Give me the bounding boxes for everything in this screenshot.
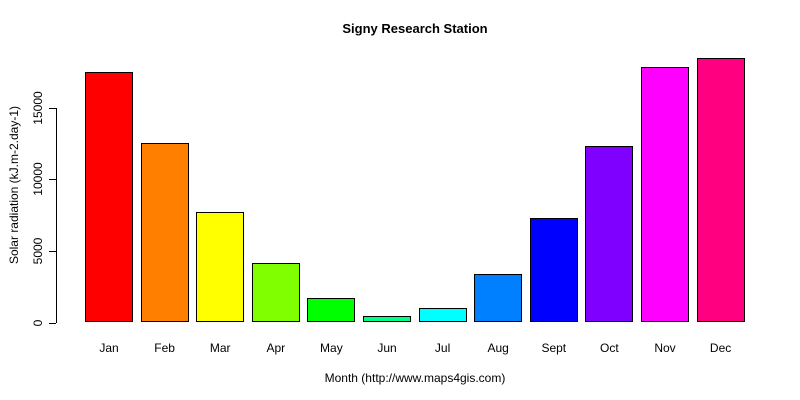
bar-oct — [585, 146, 634, 323]
bar-mar — [196, 212, 245, 323]
bar-aug — [474, 273, 523, 323]
x-axis-tick-label-aug: Aug — [487, 341, 509, 355]
x-axis-tick-label-dec: Dec — [709, 341, 732, 355]
y-axis-tick-mark — [49, 107, 56, 109]
x-axis-tick-label-may: May — [320, 341, 343, 355]
y-axis-tick-mark — [49, 322, 56, 324]
bar-dec — [696, 58, 745, 323]
bar-apr — [251, 263, 300, 323]
bar-may — [307, 298, 356, 323]
bar-jan — [85, 71, 133, 323]
y-axis-tick-label: 10000 — [31, 162, 45, 196]
y-axis-tick-mark — [49, 179, 56, 181]
x-axis-tick-label-sept: Sept — [541, 341, 567, 355]
bar-feb — [140, 143, 189, 323]
y-axis-tick-label: 5000 — [31, 237, 45, 265]
x-axis-tick-label-jul: Jul — [434, 341, 451, 355]
bar-sept — [529, 217, 578, 323]
x-axis-tick-label-apr: Apr — [266, 341, 286, 355]
chart-title: Signy Research Station — [342, 21, 488, 36]
x-axis-tick-label-mar: Mar — [209, 341, 231, 355]
y-axis-line — [56, 107, 57, 323]
bar-nov — [641, 67, 689, 323]
x-axis-tick-label-nov: Nov — [654, 341, 676, 355]
y-axis-tick-mark — [49, 250, 56, 252]
y-axis-label: Solar radiation (kJ.m-2.day-1) — [7, 105, 21, 265]
x-axis-label: Month (http://www.maps4gis.com) — [324, 371, 506, 385]
x-axis-tick-label-oct: Oct — [600, 341, 619, 355]
bar-jun — [363, 316, 411, 323]
bar-jul — [418, 308, 467, 323]
x-axis-tick-label-jun: Jun — [377, 341, 397, 355]
x-axis-tick-label-feb: Feb — [154, 341, 175, 355]
x-axis-tick-label-jan: Jan — [99, 341, 119, 355]
y-axis-tick-label: 15000 — [31, 90, 45, 125]
y-axis-tick-label: 0 — [31, 319, 45, 326]
